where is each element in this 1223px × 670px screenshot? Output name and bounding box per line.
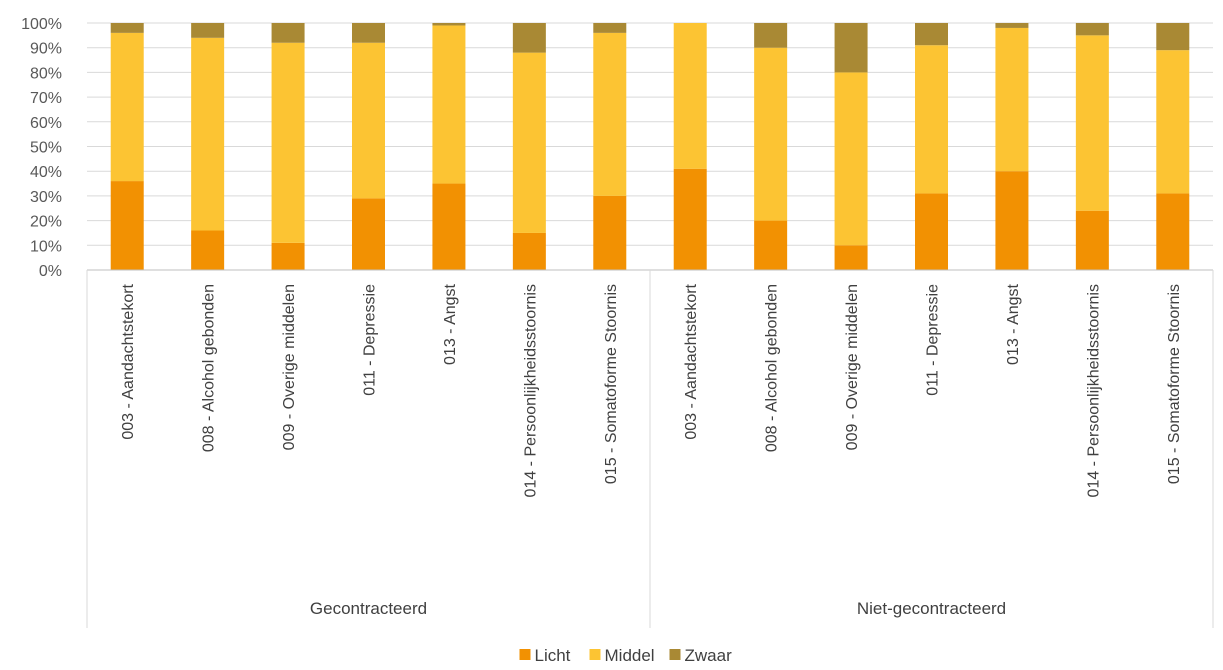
legend-swatch-middel (589, 649, 601, 660)
bar-segment-licht (512, 232, 546, 270)
bar-segment-middel (1075, 35, 1109, 211)
y-tick-label: 80% (30, 65, 62, 82)
bar-segment-licht (673, 168, 707, 270)
bar-segment-middel (512, 52, 546, 233)
bar-segment-middel (271, 42, 305, 243)
bar-segment-licht (191, 230, 225, 270)
category-label: 003 - Aandachtstekort (683, 283, 700, 439)
category-label: 011 - Depressie (925, 284, 942, 396)
category-label: 014 - Persoonlijkheidsstoornis (1085, 284, 1102, 497)
bar-segment-licht (593, 195, 627, 270)
bar-segment-middel (1156, 50, 1190, 194)
legend-label: Middel (605, 646, 655, 665)
y-tick-label: 100% (21, 16, 62, 33)
bar-segment-middel (834, 72, 868, 246)
bar-segment-middel (754, 47, 788, 221)
bar-segment-zwaar (271, 23, 305, 43)
bar-segment-zwaar (593, 23, 627, 33)
y-tick-label: 0% (39, 263, 62, 280)
bar-segment-zwaar (110, 23, 144, 33)
bar-segment-middel (191, 37, 225, 231)
bar-segment-zwaar (834, 23, 868, 73)
bar-segment-middel (995, 27, 1029, 172)
bar-segment-middel (110, 32, 144, 182)
category-label: 014 - Persoonlijkheidsstoornis (522, 284, 539, 497)
category-label: 009 - Overige middelen (844, 284, 861, 450)
y-tick-label: 60% (30, 115, 62, 132)
legend-label: Zwaar (685, 646, 733, 665)
bar-segment-middel (352, 42, 385, 199)
group-label: Niet-gecontracteerd (857, 599, 1006, 618)
bar-segment-licht (1075, 210, 1109, 270)
bar-segment-licht (915, 193, 948, 270)
category-label: 015 - Somatoforme Stoornis (1166, 284, 1183, 484)
bar-segment-licht (432, 183, 466, 270)
bar-segment-licht (995, 171, 1029, 270)
y-tick-label: 40% (30, 164, 62, 181)
y-tick-label: 10% (30, 238, 62, 255)
category-label: 013 - Angst (1005, 283, 1022, 365)
bar-segment-licht (271, 242, 305, 270)
category-label: 015 - Somatoforme Stoornis (603, 284, 620, 484)
category-label: 008 - Alcohol gebonden (201, 284, 218, 452)
category-label: 009 - Overige middelen (281, 284, 298, 450)
bar-segment-zwaar (754, 23, 788, 48)
bar-segment-zwaar (191, 23, 225, 38)
y-tick-label: 20% (30, 214, 62, 231)
category-label: 003 - Aandachtstekort (120, 283, 137, 439)
bar-segment-licht (352, 198, 385, 270)
category-label: 013 - Angst (442, 283, 459, 365)
bar-segment-zwaar (915, 23, 948, 46)
legend-swatch-licht (519, 649, 531, 660)
y-tick-label: 90% (30, 41, 62, 58)
bar-segment-licht (110, 181, 144, 270)
category-label: 008 - Alcohol gebonden (764, 284, 781, 452)
bar-segment-licht (834, 245, 868, 270)
category-label: 011 - Depressie (362, 284, 379, 396)
bar-segment-zwaar (1075, 23, 1109, 36)
bar-segment-zwaar (1156, 23, 1190, 51)
y-tick-label: 50% (30, 140, 62, 157)
bar-segment-zwaar (995, 23, 1029, 28)
bar-segment-licht (1156, 193, 1190, 270)
legend-label: Licht (535, 646, 571, 665)
bar-segment-middel (593, 32, 627, 196)
bar-segment-zwaar (512, 23, 546, 53)
legend-swatch-zwaar (669, 649, 681, 660)
y-tick-label: 30% (30, 189, 62, 206)
bar-segment-middel (673, 23, 707, 169)
bar-segment-licht (754, 220, 788, 270)
bar-segment-zwaar (432, 23, 466, 26)
bar-segment-middel (915, 45, 948, 194)
bar-segment-middel (432, 25, 466, 184)
group-label: Gecontracteerd (310, 599, 427, 618)
bar-segment-zwaar (352, 23, 385, 43)
y-tick-label: 70% (30, 90, 62, 107)
